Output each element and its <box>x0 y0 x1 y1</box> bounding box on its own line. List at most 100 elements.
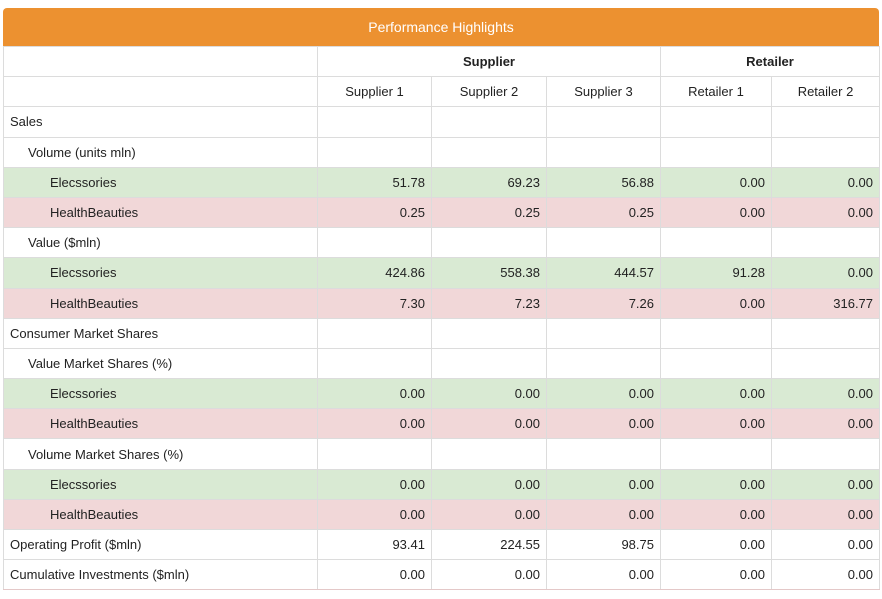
row-label: Consumer Market Shares <box>3 317 318 349</box>
value-cell <box>660 136 772 168</box>
value-cell: 0.00 <box>546 468 661 500</box>
value-cell <box>660 347 772 380</box>
corner-cell <box>3 76 318 108</box>
value-cell <box>431 347 547 380</box>
value-cell <box>431 317 547 349</box>
value-cell <box>431 438 547 470</box>
table-body: Sales Volume (units mln) Elecssories 51.78 6… <box>3 106 881 591</box>
table-row: Value ($mln) <box>3 227 881 259</box>
table-row: Sales <box>3 106 881 138</box>
value-cell: 0.00 <box>660 468 772 500</box>
value-cell: 0.00 <box>770 498 881 531</box>
value-cell: 0.00 <box>770 559 881 591</box>
value-cell: 0.00 <box>660 498 772 531</box>
value-cell: 98.75 <box>546 528 661 561</box>
value-cell: 0.00 <box>317 498 432 531</box>
value-cell <box>770 136 881 168</box>
value-cell: 224.55 <box>431 528 547 561</box>
value-cell: 0.00 <box>660 378 772 410</box>
table-row: HealthBeauties 0.00 0.00 0.00 0.00 0.00 <box>3 408 881 440</box>
row-label: HealthBeauties <box>3 498 318 531</box>
table-row: Consumer Market Shares <box>3 317 881 349</box>
value-cell <box>546 227 661 259</box>
table-row: Elecssories 0.00 0.00 0.00 0.00 0.00 <box>3 378 881 410</box>
group-header-retailer: Retailer <box>659 45 881 78</box>
table-row: Volume Market Shares (%) <box>3 438 881 470</box>
value-cell: 51.78 <box>317 166 432 198</box>
value-cell <box>317 106 432 138</box>
value-cell: 0.00 <box>770 257 881 289</box>
value-cell: 0.00 <box>431 559 547 591</box>
value-cell: 0.25 <box>317 196 432 229</box>
column-header: Supplier 2 <box>431 76 547 108</box>
value-cell: 558.38 <box>431 257 547 289</box>
column-header-row: Supplier 1 Supplier 2 Supplier 3 Retaile… <box>3 76 881 108</box>
value-cell: 0.00 <box>660 559 772 591</box>
value-cell <box>546 438 661 470</box>
value-cell <box>431 136 547 168</box>
table-row: HealthBeauties 7.30 7.23 7.26 0.00 316.77 <box>3 287 881 319</box>
value-cell: 93.41 <box>317 528 432 561</box>
value-cell: 0.25 <box>546 196 661 229</box>
value-cell <box>660 317 772 349</box>
row-label: Cumulative Investments ($mln) <box>3 559 318 591</box>
value-cell: 0.00 <box>660 408 772 440</box>
value-cell <box>317 438 432 470</box>
value-cell <box>770 317 881 349</box>
value-cell: 91.28 <box>660 257 772 289</box>
column-header: Retailer 1 <box>660 76 772 108</box>
value-cell <box>660 438 772 470</box>
value-cell: 0.00 <box>431 378 547 410</box>
value-cell: 0.00 <box>770 408 881 440</box>
table-row: Elecssories 51.78 69.23 56.88 0.00 0.00 <box>3 166 881 198</box>
table-row: Cumulative Investments ($mln) 0.00 0.00 0.0… <box>3 559 881 591</box>
value-cell <box>546 347 661 380</box>
value-cell: 0.00 <box>431 468 547 500</box>
value-cell: 0.00 <box>546 408 661 440</box>
row-label: Value ($mln) <box>3 227 318 259</box>
panel-title: Performance Highlights <box>3 8 879 46</box>
value-cell <box>431 106 547 138</box>
value-cell: 0.00 <box>660 166 772 198</box>
value-cell: 7.26 <box>546 287 661 319</box>
table-row: HealthBeauties 0.00 0.00 0.00 0.00 0.00 <box>3 498 881 531</box>
value-cell: 0.00 <box>770 196 881 229</box>
value-cell: 0.00 <box>770 468 881 500</box>
performance-highlights-panel: Performance Highlights Supplier Retailer… <box>3 8 881 591</box>
group-header-supplier: Supplier <box>317 45 661 78</box>
table-row: Volume (units mln) <box>3 136 881 168</box>
value-cell: 69.23 <box>431 166 547 198</box>
row-label: Operating Profit ($mln) <box>3 528 318 561</box>
value-cell <box>546 106 661 138</box>
table-row: Value Market Shares (%) <box>3 347 881 380</box>
value-cell: 0.00 <box>546 498 661 531</box>
value-cell: 0.00 <box>660 528 772 561</box>
value-cell <box>660 227 772 259</box>
value-cell <box>431 227 547 259</box>
value-cell: 0.00 <box>660 196 772 229</box>
row-label: Elecssories <box>3 468 318 500</box>
group-header-row: Supplier Retailer <box>3 45 881 78</box>
row-label: Elecssories <box>3 166 318 198</box>
row-label: HealthBeauties <box>3 287 318 319</box>
value-cell: 0.00 <box>317 559 432 591</box>
value-cell: 0.00 <box>431 498 547 531</box>
table-row: Operating Profit ($mln) 93.41 224.55 98.75 0… <box>3 528 881 561</box>
value-cell <box>317 227 432 259</box>
row-label: HealthBeauties <box>3 196 318 229</box>
value-cell: 7.23 <box>431 287 547 319</box>
column-header: Supplier 1 <box>317 76 432 108</box>
row-label: Elecssories <box>3 378 318 410</box>
value-cell: 316.77 <box>770 287 881 319</box>
row-label: Value Market Shares (%) <box>3 347 318 380</box>
value-cell: 424.86 <box>317 257 432 289</box>
performance-table: Supplier Retailer Supplier 1 Supplier 2 … <box>3 45 881 591</box>
value-cell <box>317 317 432 349</box>
value-cell <box>317 347 432 380</box>
table-row: HealthBeauties 0.25 0.25 0.25 0.00 0.00 <box>3 196 881 229</box>
value-cell: 0.00 <box>546 559 661 591</box>
value-cell: 0.00 <box>317 468 432 500</box>
value-cell: 0.00 <box>770 528 881 561</box>
value-cell: 0.00 <box>770 166 881 198</box>
value-cell <box>770 106 881 138</box>
